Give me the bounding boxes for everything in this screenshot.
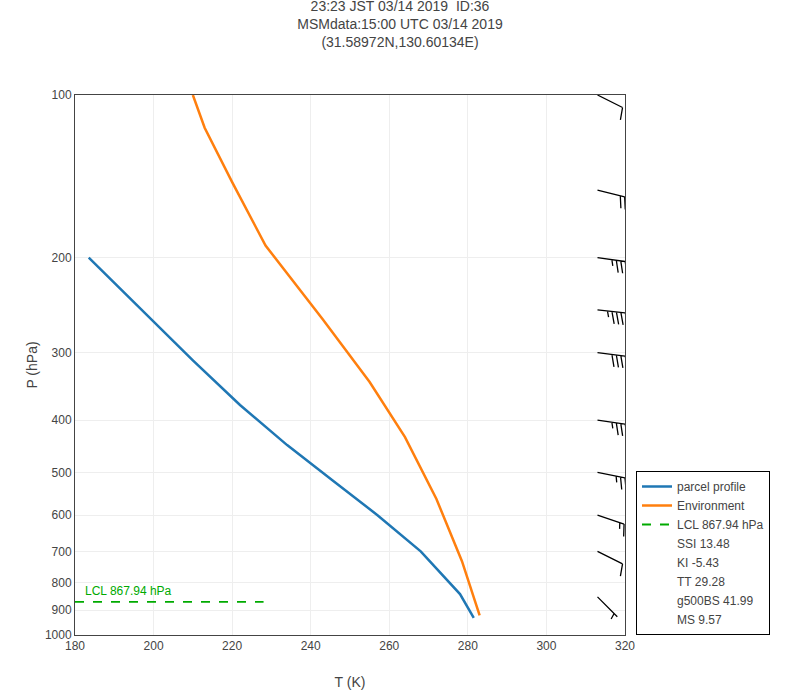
svg-text:T (K): T (K) <box>335 674 366 690</box>
svg-text:23:23 JST 03/14 2019 ID:36MSM: 23:23 JST 03/14 2019 ID:36MSMdata:15:00 … <box>297 0 503 50</box>
svg-text:P (hPa): P (hPa) <box>24 341 40 388</box>
svg-text:500: 500 <box>52 466 72 480</box>
svg-text:1000: 1000 <box>45 628 72 642</box>
svg-text:260: 260 <box>379 639 399 653</box>
svg-text:800: 800 <box>52 576 72 590</box>
svg-text:900: 900 <box>52 603 72 617</box>
svg-text:700: 700 <box>52 545 72 559</box>
svg-text:240: 240 <box>301 639 321 653</box>
svg-text:220: 220 <box>222 639 242 653</box>
svg-text:Environment: Environment <box>677 499 745 513</box>
svg-text:320: 320 <box>615 639 635 653</box>
svg-text:180: 180 <box>65 639 85 653</box>
svg-text:TT 29.28: TT 29.28 <box>677 575 725 589</box>
svg-text:MS 9.57: MS 9.57 <box>677 613 722 627</box>
svg-text:parcel profile: parcel profile <box>677 480 746 494</box>
svg-text:400: 400 <box>52 413 72 427</box>
svg-text:LCL 867.94 hPa: LCL 867.94 hPa <box>677 518 764 532</box>
svg-text:100: 100 <box>52 88 72 102</box>
svg-text:600: 600 <box>52 508 72 522</box>
svg-text:200: 200 <box>52 251 72 265</box>
svg-text:LCL 867.94 hPa: LCL 867.94 hPa <box>85 584 172 598</box>
svg-text:300: 300 <box>536 639 556 653</box>
svg-text:280: 280 <box>458 639 478 653</box>
svg-text:300: 300 <box>52 346 72 360</box>
svg-text:g500BS 41.99: g500BS 41.99 <box>677 594 753 608</box>
svg-text:SSI 13.48: SSI 13.48 <box>677 537 730 551</box>
svg-text:KI -5.43: KI -5.43 <box>677 556 719 570</box>
svg-text:200: 200 <box>144 639 164 653</box>
